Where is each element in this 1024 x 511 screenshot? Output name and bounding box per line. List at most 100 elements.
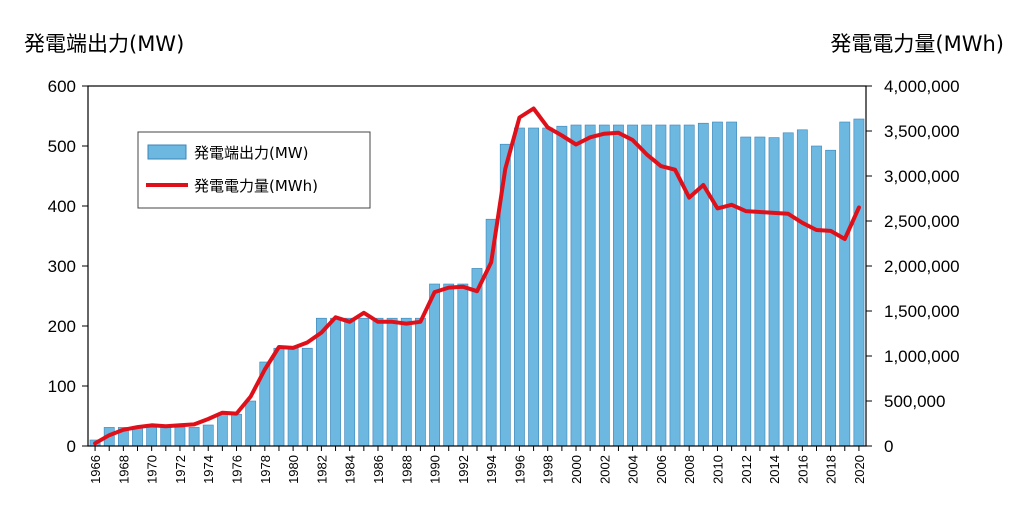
bar (796, 129, 808, 447)
left-tick-label: 400 (48, 197, 76, 216)
right-tick-label: 1,500,000 (884, 302, 960, 321)
bar (429, 283, 440, 447)
left-axis-title: 発電端出力(MW) (24, 32, 184, 56)
bar (627, 124, 638, 447)
x-tick-label: 1996 (512, 455, 527, 484)
bar (740, 136, 752, 447)
bar (188, 427, 200, 447)
bar (216, 413, 228, 447)
bar (443, 283, 455, 447)
bar (613, 124, 624, 447)
x-tick-label: 2014 (767, 455, 782, 484)
right-tick-label: 500,000 (884, 392, 945, 411)
right-tick-label: 4,000,000 (884, 77, 960, 96)
x-tick-label: 1974 (201, 455, 216, 484)
left-tick-label: 600 (48, 77, 76, 96)
x-tick-label: 2016 (795, 455, 810, 484)
x-tick-label: 1968 (116, 455, 131, 484)
x-tick-label: 2010 (710, 455, 725, 484)
x-tick-label: 1972 (173, 455, 188, 484)
bar (245, 400, 257, 447)
bar (372, 317, 384, 447)
bar (839, 121, 851, 447)
right-axis-title: 発電電力量(MWh) (830, 32, 1004, 56)
bar (641, 124, 653, 447)
left-tick-label: 500 (48, 137, 76, 156)
bar (712, 121, 723, 447)
bar-series (89, 118, 865, 447)
x-tick-label: 1982 (314, 455, 329, 484)
bar (853, 118, 865, 447)
bar (726, 121, 738, 447)
bar (301, 347, 313, 447)
bar (160, 427, 172, 447)
bar (471, 268, 483, 447)
line-path (93, 106, 861, 446)
bar (287, 347, 299, 447)
x-tick-label: 1976 (230, 455, 245, 484)
x-tick-label: 1984 (343, 455, 358, 484)
bar (570, 124, 582, 447)
bar (825, 149, 837, 447)
legend-bar-label: 発電端出力(MW) (194, 144, 308, 162)
bar (584, 124, 596, 447)
bar (132, 427, 143, 447)
right-axis: 0 500,000 1,000,000 1,500,000 2,000,000 2,500… (866, 77, 960, 456)
legend-bar-swatch (147, 144, 187, 160)
x-tick-label: 2002 (597, 455, 612, 484)
left-tick-label: 0 (67, 437, 76, 456)
x-tick-label: 2008 (682, 455, 697, 484)
x-axis: 1966 1968 1970 1972 1974 1976 1978 1980 1982 1984… (88, 446, 867, 484)
left-tick-label: 300 (48, 257, 76, 276)
x-tick-label: 1966 (88, 455, 103, 484)
x-tick-label: 1994 (484, 455, 499, 484)
bar (598, 124, 610, 447)
x-tick-label: 1970 (145, 455, 160, 484)
x-tick-label: 1986 (371, 455, 386, 484)
bar (231, 413, 242, 447)
bar (273, 347, 285, 447)
bar (514, 127, 525, 447)
bar (457, 283, 469, 447)
bar (754, 136, 766, 447)
bar (400, 317, 412, 447)
bar (202, 424, 214, 447)
bar (697, 122, 709, 447)
bar (146, 427, 158, 447)
bar (556, 125, 568, 447)
right-tick-label: 0 (884, 437, 893, 456)
bar (330, 317, 341, 447)
right-tick-label: 2,000,000 (884, 257, 960, 276)
x-tick-label: 1998 (541, 455, 556, 484)
x-tick-label: 2000 (569, 455, 584, 484)
bar (811, 145, 822, 447)
bar (768, 137, 780, 447)
left-axis: 0 100 200 300 400 500 600 (48, 77, 88, 456)
bar (683, 124, 695, 447)
right-tick-label: 3,500,000 (884, 122, 960, 141)
bar (386, 317, 398, 447)
x-tick-label: 2004 (626, 455, 641, 484)
x-tick-label: 2018 (824, 455, 839, 484)
bar (655, 124, 667, 447)
right-tick-label: 1,000,000 (884, 347, 960, 366)
line-series (93, 106, 861, 446)
bar (528, 127, 539, 447)
bar (542, 127, 554, 447)
x-tick-label: 1992 (456, 455, 471, 484)
x-tick-label: 1978 (258, 455, 273, 484)
bar (344, 317, 356, 447)
left-tick-label: 200 (48, 317, 76, 336)
x-tick-label: 1990 (428, 455, 443, 484)
x-tick-label: 1980 (286, 455, 301, 484)
x-tick-label: 1988 (399, 455, 414, 484)
legend: 発電端出力(MW) 発電電力量(MWh) (137, 131, 371, 209)
right-tick-label: 3,000,000 (884, 167, 960, 186)
bar (174, 427, 186, 447)
x-tick-label: 2020 (852, 455, 867, 484)
bar (415, 317, 426, 447)
bar (782, 132, 794, 447)
right-tick-label: 2,500,000 (884, 212, 960, 231)
left-tick-label: 100 (48, 377, 76, 396)
